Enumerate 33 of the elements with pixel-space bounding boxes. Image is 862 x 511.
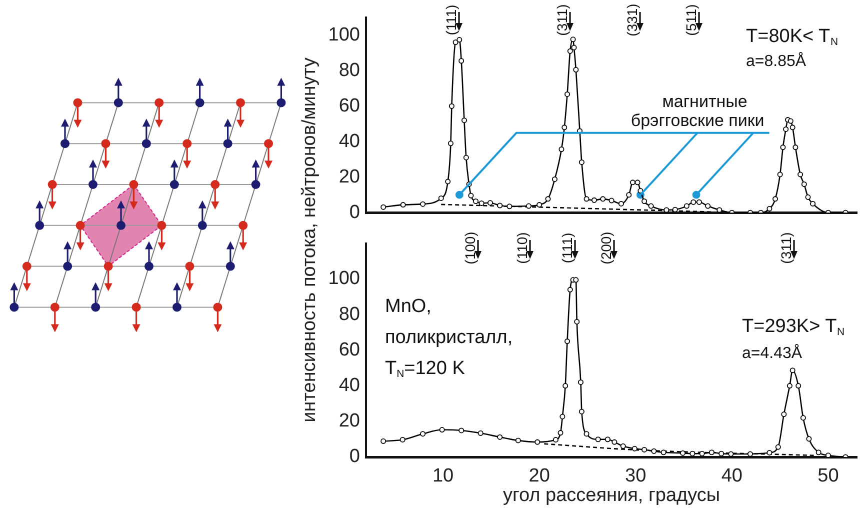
x-tick-label: 50 — [818, 466, 839, 487]
x-tick-label: 30 — [625, 466, 646, 487]
y-tick-label: 60 — [338, 339, 360, 360]
y-tick-label: 20 — [338, 166, 360, 188]
annotation: a=4.43Å — [742, 344, 802, 362]
annotation: a=8.85Å — [746, 52, 806, 70]
y-tick-label: 80 — [338, 304, 360, 325]
annotation: (100) — [462, 232, 478, 264]
x-axis-title: угол рассеяния, градусы — [503, 484, 720, 506]
annotation: MnO, — [385, 296, 432, 317]
y-tick-label: 100 — [328, 268, 360, 290]
y-tick-label: 60 — [338, 95, 360, 116]
annotation: (200) — [598, 232, 614, 264]
y-tick-label: 0 — [349, 446, 360, 468]
y-tick-label: 100 — [328, 24, 360, 46]
annotation: (311) — [554, 4, 570, 36]
y-tick-label: 40 — [338, 375, 360, 396]
annotation: (111) — [442, 4, 459, 36]
x-tick-label: 40 — [721, 466, 742, 487]
annotation: (110) — [514, 232, 530, 264]
x-tick-label: 10 — [432, 466, 454, 487]
y-axis-title: интенсивность потока, нейтронов/минуту — [299, 58, 321, 422]
text: магнитные брэгговские пики — [630, 92, 764, 130]
annotation: поликристалл, — [385, 327, 513, 348]
annotation: (311) — [778, 232, 794, 264]
y-tick-label: 0 — [349, 202, 360, 223]
y-tick-label: 40 — [338, 130, 360, 152]
x-tick-label: 20 — [528, 466, 550, 487]
annotation: (331) — [624, 4, 640, 36]
annotation: (511) — [682, 4, 699, 36]
annotation: (111) — [558, 232, 575, 264]
y-tick-label: 20 — [338, 410, 360, 432]
y-tick-label: 80 — [338, 60, 360, 81]
